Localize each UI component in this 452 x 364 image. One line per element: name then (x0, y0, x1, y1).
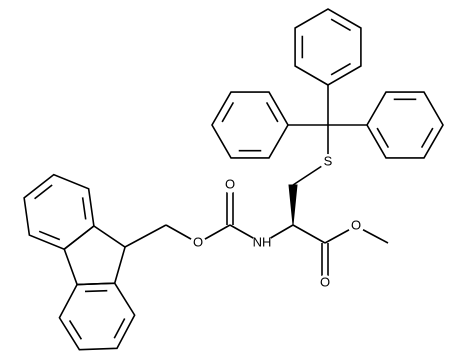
atom-label: O (193, 234, 203, 249)
double-bond (221, 102, 235, 123)
ring (23, 173, 95, 251)
double-bond (68, 320, 83, 340)
bond (292, 224, 326, 244)
double-bond (376, 127, 390, 148)
bond (124, 224, 167, 248)
double-bond (81, 197, 87, 220)
atom-label: NH (253, 234, 272, 249)
atom: NH (252, 233, 272, 253)
wedge-bond (288, 184, 298, 226)
atom: O (348, 217, 364, 234)
atom: O (190, 234, 206, 251)
atom-labels: O O NH O O S (190, 153, 364, 291)
atom: O (222, 176, 238, 193)
ring (366, 91, 444, 159)
double-bond (330, 18, 351, 32)
ring (63, 225, 126, 286)
double-bond (265, 102, 279, 123)
ring (294, 8, 362, 86)
double-bond (330, 62, 351, 76)
double-bond (84, 289, 108, 293)
double-bond (420, 127, 434, 148)
double-bond (113, 318, 126, 339)
atom-label: O (351, 217, 361, 232)
double-bond (34, 184, 53, 200)
atom-label: O (320, 274, 330, 289)
atom: S (320, 153, 336, 170)
atom-label: S (324, 153, 333, 168)
atom-label: O (225, 176, 235, 191)
ring (211, 91, 289, 159)
double-bond (38, 230, 61, 241)
ring (58, 282, 136, 351)
atom: O (317, 274, 333, 291)
